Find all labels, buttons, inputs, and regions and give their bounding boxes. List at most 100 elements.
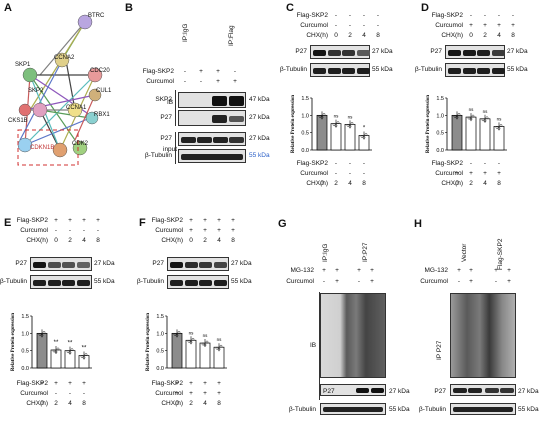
y-tick-label: 0.0 <box>21 366 29 372</box>
sign: - <box>233 68 237 75</box>
bar <box>465 116 477 151</box>
sign: 8 <box>362 180 366 187</box>
data-point <box>336 121 340 124</box>
data-point <box>485 116 489 120</box>
blot-band <box>342 68 355 74</box>
sign: + <box>217 390 221 397</box>
data-point <box>467 116 471 120</box>
sign: + <box>189 217 193 224</box>
node-label: BTRC <box>88 13 105 19</box>
sign: - <box>334 12 338 19</box>
bar <box>185 339 197 369</box>
data-point <box>205 340 209 344</box>
kda-label: 55 kDa <box>507 66 528 73</box>
significance-label: ns <box>189 330 195 335</box>
node-label: SKP1 <box>15 62 31 68</box>
sign: + <box>189 390 193 397</box>
sign: - <box>455 160 459 167</box>
kda-label: 27 kDa <box>507 48 528 55</box>
data-point <box>364 133 368 136</box>
sign: - <box>54 227 58 234</box>
kda-label: 27 kDa <box>94 260 115 267</box>
row-label: Curcumol <box>300 170 328 177</box>
data-point <box>332 123 336 126</box>
blot-band <box>184 280 198 286</box>
ip-label: IP P27 <box>436 340 443 360</box>
sign: + <box>82 380 86 387</box>
sign: - <box>348 12 352 19</box>
band-label: P27 <box>430 48 442 55</box>
band-label: P27 <box>15 260 27 267</box>
row-label: Curcumol <box>300 22 328 29</box>
blot-band <box>213 262 227 268</box>
band-label: SKP2 <box>155 96 172 103</box>
sign: + <box>507 278 511 285</box>
sign: - <box>348 170 352 177</box>
row-label: Curcumol <box>286 278 314 285</box>
row-label: Curcumol <box>435 22 463 29</box>
blot-band <box>448 68 461 74</box>
sign: - <box>511 12 515 19</box>
y-tick-label: 0.0 <box>301 148 309 154</box>
blot-tubulin <box>310 63 370 77</box>
row-label: Flag-SKP2 <box>151 380 183 387</box>
bar-chart: 0.0 0.5 1.0 1.5 Relative Protein expression n… <box>426 95 507 154</box>
blot-band <box>477 50 490 56</box>
kda-label: 55 kDa <box>389 406 410 413</box>
panel-c: C Flag-SKP2- - - - Curcumol - - - - CHX(h) 0 2 4 8 P27… <box>280 0 415 205</box>
panel-letter-a: A <box>4 2 12 14</box>
blot-band <box>477 68 490 74</box>
sign: 2 <box>469 180 473 187</box>
data-point <box>52 349 56 353</box>
sign: + <box>497 22 501 29</box>
data-point <box>217 347 221 351</box>
y-tick-label: 0.0 <box>156 366 164 372</box>
blot-skp2 <box>178 92 246 108</box>
row-label: Flag-SKP2 <box>16 217 48 224</box>
sign: - <box>320 170 324 177</box>
sign: + <box>175 380 179 387</box>
data-point <box>70 348 74 351</box>
sign: + <box>231 227 235 234</box>
sign: + <box>483 22 487 29</box>
panel-letter-e: E <box>4 217 12 229</box>
sign: + <box>199 68 203 75</box>
sign: - <box>54 390 58 397</box>
row-label: Curcumol <box>20 390 48 397</box>
sign: - <box>357 278 361 285</box>
data-point <box>346 124 350 127</box>
blot-band <box>491 68 505 74</box>
blot-band <box>47 280 61 286</box>
blot-tubulin <box>167 275 229 289</box>
sign: - <box>483 12 487 19</box>
row-label: CHX(h) <box>26 400 48 407</box>
significance-label: ns <box>334 114 340 119</box>
sign: - <box>183 78 187 85</box>
blot-p27 <box>30 257 92 271</box>
significance-label: * <box>363 125 366 131</box>
sign: + <box>203 380 207 387</box>
y-tick-label: 0.5 <box>156 349 164 355</box>
sign: - <box>362 170 366 177</box>
data-point <box>219 344 223 348</box>
sign: + <box>322 267 326 274</box>
sign: + <box>497 170 501 177</box>
row-label: MG-132 <box>290 267 314 274</box>
blot-p27 <box>167 257 229 271</box>
sign: + <box>217 227 221 234</box>
node-label: CCNA1 <box>66 105 87 111</box>
data-point <box>318 115 322 118</box>
data-point <box>203 343 207 347</box>
blot-band <box>313 50 326 56</box>
bar <box>316 114 328 151</box>
sign: + <box>469 278 473 285</box>
y-tick-label: 1.5 <box>21 314 29 320</box>
sign: - <box>494 278 498 285</box>
sign: - <box>362 160 366 167</box>
row-label: MG-132 <box>424 267 448 274</box>
sign: - <box>183 68 187 75</box>
bar-chart: 0.0 0.5 1.0 1.5 Relative Protein expression *… <box>11 313 92 372</box>
sign: - <box>348 22 352 29</box>
row-label: Curcumol <box>155 227 183 234</box>
sign: - <box>469 12 473 19</box>
